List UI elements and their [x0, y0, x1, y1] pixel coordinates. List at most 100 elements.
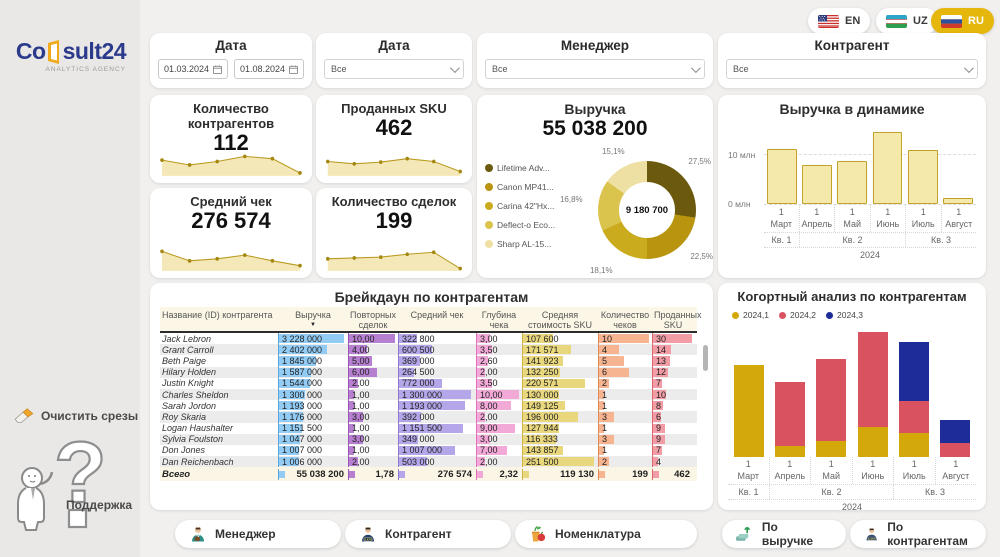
- cell-value: 12: [656, 367, 667, 378]
- value-cell: 772 000: [398, 377, 476, 389]
- cohort-segment[interactable]: [857, 427, 888, 457]
- value-cell: 6: [652, 411, 694, 423]
- date-from-input[interactable]: 01.03.2024: [158, 59, 228, 79]
- by-revenue-button[interactable]: По выручке: [722, 520, 846, 548]
- table-column-header[interactable]: Средняя стоимость SKU: [522, 307, 598, 331]
- date-dropdown[interactable]: Все: [324, 59, 464, 79]
- data-bar: [399, 334, 417, 344]
- sparkline-chart: [156, 143, 306, 179]
- cohort-segment[interactable]: [733, 364, 764, 457]
- table-column-header[interactable]: Количество чеков: [598, 307, 652, 331]
- table-row[interactable]: Charles Sheldon 1 300 000 1,00 1 300 000 10,…: [160, 388, 697, 401]
- table-row[interactable]: Sarah Jordon 1 193 000 1,00 1 193 000 8,00 14…: [160, 400, 697, 412]
- cohort-segment[interactable]: [899, 342, 929, 402]
- data-bar: [599, 334, 649, 344]
- cohort-stacked-bar[interactable]: [899, 342, 929, 457]
- total-value: 55 038 200: [296, 468, 344, 480]
- axis-day-label: 1: [870, 459, 876, 469]
- data-bar: [399, 401, 466, 411]
- language-button-ru[interactable]: RU: [931, 8, 994, 34]
- cohort-segment[interactable]: [899, 401, 929, 434]
- language-button-uz[interactable]: UZ: [876, 8, 938, 34]
- cohort-stacked-bar[interactable]: [940, 420, 971, 457]
- table-column-header[interactable]: Выручка ▼: [278, 307, 348, 331]
- dynamics-bar[interactable]: [908, 149, 938, 204]
- cohort-segment[interactable]: [816, 358, 847, 441]
- value-cell: 4: [652, 456, 694, 468]
- table-column-header[interactable]: Глубина чека: [476, 307, 522, 331]
- table-row[interactable]: Don Jones 1 007 000 1,00 1 007 000 7,00 143 8…: [160, 444, 697, 457]
- donut-legend-item[interactable]: Sharp AL-15...: [485, 239, 564, 249]
- total-value: 199: [632, 468, 648, 480]
- language-label-en: EN: [845, 15, 861, 27]
- data-bar: [599, 412, 614, 422]
- table-row[interactable]: Sylvia Foulston 1 047 000 3,00 349 000 3,00 1…: [160, 433, 697, 445]
- cohort-stacked-bar[interactable]: [857, 332, 888, 457]
- donut-legend-item[interactable]: Canon MP41...: [485, 182, 564, 192]
- cohort-stacked-bar[interactable]: [816, 358, 847, 457]
- table-row[interactable]: Jack Lebron 3 228 000 10,00 322 800 3,00 107 …: [160, 333, 697, 345]
- cohort-legend-item[interactable]: 2024,3: [826, 310, 863, 320]
- table-row[interactable]: Dan Reichenbach 1 006 000 2,00 503 000 2,00 2…: [160, 456, 697, 468]
- cohort-segment[interactable]: [940, 420, 971, 444]
- table-column-header[interactable]: Средний чек: [398, 307, 476, 331]
- data-bar: [477, 434, 490, 444]
- table-row[interactable]: Hilary Holden 1 587 000 6,00 264 500 2,00 132…: [160, 366, 697, 378]
- total-value: 2,32: [499, 468, 519, 480]
- table-scrollbar[interactable]: [703, 345, 708, 371]
- table-row[interactable]: Roy Skaria 1 176 000 3,00 392 000 2,00 196 00…: [160, 411, 697, 423]
- cohort-stacked-bar[interactable]: [775, 381, 805, 457]
- cohort-segment[interactable]: [940, 443, 971, 457]
- data-bar: [399, 423, 464, 433]
- value-cell: 6: [598, 366, 652, 378]
- support-figure[interactable]: ?: [6, 424, 134, 539]
- nomenclature-button[interactable]: Номенклатура: [515, 520, 697, 548]
- dynamics-bar[interactable]: [802, 165, 832, 204]
- value-cell: 14: [652, 344, 694, 356]
- donut-legend-item[interactable]: Deflect-o Eco...: [485, 220, 564, 230]
- table-column-header[interactable]: Проданных SKU: [652, 307, 701, 331]
- table-row[interactable]: Grant Carroll 2 402 000 4,00 600 500 3,50 171…: [160, 344, 697, 356]
- value-cell: 9: [652, 422, 694, 434]
- donut-ring[interactable]: 9 180 700: [597, 161, 696, 259]
- kpi-title: Количество сделок: [331, 194, 457, 209]
- value-cell: 1 151 500: [398, 422, 476, 434]
- cohort-segment[interactable]: [899, 433, 929, 457]
- cell-value: 171 571: [526, 344, 559, 355]
- data-bar: [653, 334, 692, 344]
- legend-dot-icon: [779, 311, 786, 319]
- dynamics-bar[interactable]: [872, 131, 903, 204]
- cohort-legend-item[interactable]: 2024,2: [779, 310, 816, 320]
- cell-value: 1,00: [352, 445, 370, 456]
- axis-month-label: 1 Июль: [893, 457, 935, 484]
- manager-dropdown[interactable]: Все: [485, 59, 705, 79]
- date-to-input[interactable]: 01.08.2024: [234, 59, 304, 79]
- cohort-segment[interactable]: [775, 381, 805, 446]
- axis-quarter-label: Кв. 1: [771, 235, 792, 245]
- table-row[interactable]: Logan Haushalter 1 151 500 1,00 1 151 500 9,…: [160, 422, 697, 434]
- cohort-stacked-bar[interactable]: [733, 364, 764, 457]
- cohort-segment[interactable]: [775, 445, 805, 457]
- table-row[interactable]: Beth Paige 1 845 000 5,00 369 000 2,60 141 92…: [160, 355, 697, 367]
- clear-slicers-button[interactable]: Очистить срезы: [14, 408, 138, 424]
- cohort-segment[interactable]: [857, 332, 888, 428]
- language-button-en[interactable]: EN: [808, 8, 871, 34]
- manager-button[interactable]: Менеджер: [175, 520, 341, 548]
- table-row[interactable]: Justin Knight 1 544 000 2,00 772 000 3,50 220…: [160, 377, 697, 389]
- table-column-header[interactable]: Повторных сделок: [348, 307, 398, 331]
- legend-dot-icon: [485, 221, 493, 229]
- donut-legend-item[interactable]: Carina 42"Hx...: [485, 201, 564, 211]
- kpi-card-avg-check: Средний чек 276 574: [150, 188, 312, 278]
- donut-legend-item[interactable]: Lifetime Adv...: [485, 163, 564, 173]
- dynamics-bar[interactable]: [766, 148, 797, 204]
- dynamics-bar[interactable]: [837, 161, 868, 204]
- contractor-dropdown[interactable]: Все: [726, 59, 978, 79]
- table-column-header[interactable]: Название (ID) контрагента: [160, 307, 278, 331]
- by-contractors-button[interactable]: CLIENT По контрагентам: [850, 520, 986, 548]
- data-bar: [599, 378, 609, 388]
- cohort-segment[interactable]: [816, 440, 847, 457]
- support-label[interactable]: Поддержка: [66, 498, 133, 512]
- contractor-button[interactable]: CLIENT Контрагент: [345, 520, 511, 548]
- dynamics-bar[interactable]: [943, 197, 974, 204]
- cohort-legend-item[interactable]: 2024,1: [732, 310, 769, 320]
